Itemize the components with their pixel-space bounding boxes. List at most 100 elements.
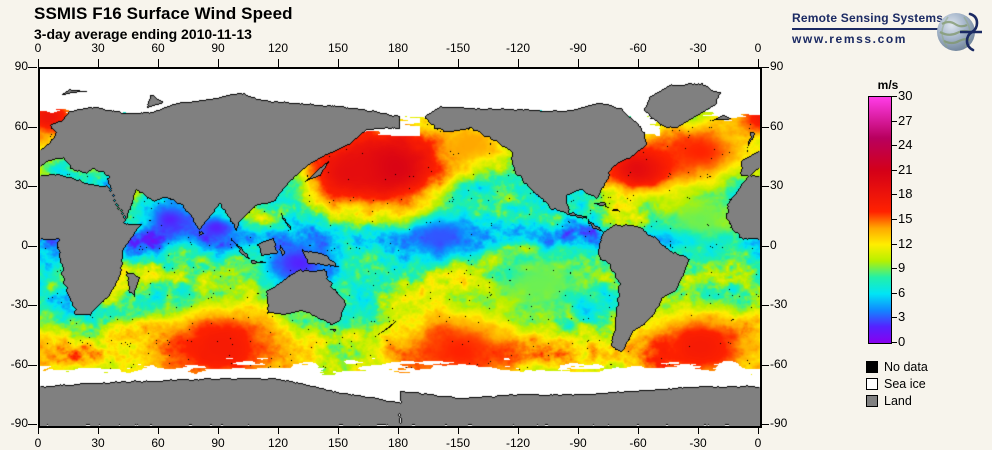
colorbar-tick bbox=[891, 219, 897, 220]
y-axis-tick bbox=[28, 364, 37, 366]
y-axis-label-left: 90 bbox=[14, 59, 28, 73]
colorbar-tick bbox=[891, 243, 897, 245]
colorbar-tick-label: 21 bbox=[898, 161, 913, 177]
x-axis-tick bbox=[338, 59, 339, 67]
x-axis-tick bbox=[398, 426, 399, 434]
x-axis-tick bbox=[38, 59, 39, 67]
x-axis-tick bbox=[398, 59, 399, 67]
colorbar-tick bbox=[891, 145, 897, 147]
legend-swatch bbox=[866, 360, 878, 373]
legend-swatch bbox=[866, 377, 878, 390]
colorbar bbox=[868, 96, 892, 344]
y-axis-tick bbox=[760, 186, 769, 187]
y-axis-tick bbox=[28, 245, 37, 247]
x-axis-tick bbox=[218, 426, 219, 434]
y-axis-tick bbox=[760, 67, 769, 68]
colorbar-unit-label: m/s bbox=[877, 78, 899, 92]
x-axis-label-bottom: -90 bbox=[569, 436, 587, 450]
y-axis-tick bbox=[760, 305, 769, 306]
colorbar-tick bbox=[891, 317, 897, 319]
x-axis-label-bottom: 150 bbox=[327, 436, 349, 450]
y-axis-tick bbox=[28, 126, 37, 128]
colorbar-tick bbox=[891, 292, 897, 294]
y-axis-label-left: -30 bbox=[10, 297, 28, 311]
x-axis-tick bbox=[578, 426, 579, 434]
x-axis-label-top: -120 bbox=[505, 41, 531, 55]
x-axis-tick bbox=[578, 59, 579, 67]
logo-divider bbox=[792, 28, 940, 30]
y-axis-label-right: -60 bbox=[770, 356, 788, 371]
x-axis-label-top: 120 bbox=[267, 41, 289, 55]
legend-item: Sea ice bbox=[866, 375, 986, 392]
y-axis-tick bbox=[28, 67, 37, 68]
colorbar-tick-label: 27 bbox=[898, 112, 913, 128]
mask-legend: No data Sea ice Land bbox=[866, 358, 986, 409]
x-axis-tick bbox=[518, 59, 519, 67]
x-axis-tick bbox=[458, 426, 459, 434]
colorbar-tick bbox=[891, 120, 897, 122]
x-axis-label-top: -90 bbox=[569, 41, 587, 55]
x-axis-label-top: 180 bbox=[387, 41, 409, 55]
y-axis-label-left: 30 bbox=[14, 178, 28, 192]
x-axis-label-top: -60 bbox=[629, 41, 647, 55]
x-axis-label-bottom: 120 bbox=[267, 436, 289, 450]
y-axis-label-right: 0 bbox=[770, 237, 777, 252]
y-axis-tick bbox=[28, 186, 37, 187]
y-axis-label-left: -60 bbox=[10, 356, 28, 371]
x-axis-label-top: 60 bbox=[151, 41, 165, 55]
y-axis-tick bbox=[28, 424, 37, 425]
x-axis-tick bbox=[458, 59, 459, 67]
x-axis-tick bbox=[338, 426, 339, 434]
x-axis-label-top: 0 bbox=[34, 41, 42, 55]
legend-swatch bbox=[866, 394, 878, 407]
page-title: SSMIS F16 Surface Wind Speed bbox=[34, 4, 293, 23]
x-axis-tick bbox=[38, 426, 39, 434]
legend-label: Sea ice bbox=[884, 376, 926, 391]
y-axis-label-right: 90 bbox=[770, 59, 784, 73]
map-plot-area bbox=[38, 67, 762, 428]
y-axis-label-right: 60 bbox=[770, 118, 784, 133]
y-axis-label-right: -90 bbox=[770, 416, 788, 430]
colorbar-tick bbox=[891, 268, 897, 270]
x-axis-label-top: 30 bbox=[91, 41, 105, 55]
colorbar-tick-label: 9 bbox=[898, 260, 906, 276]
colorbar-tick-label: 18 bbox=[898, 186, 913, 202]
x-axis-tick bbox=[638, 426, 639, 434]
x-axis-tick bbox=[98, 59, 99, 67]
x-axis-tick bbox=[278, 426, 279, 434]
y-axis-label-right: 30 bbox=[770, 178, 784, 192]
legend-label: No data bbox=[884, 359, 928, 374]
x-axis-tick bbox=[638, 59, 639, 67]
x-axis-tick bbox=[698, 426, 699, 434]
colorbar-tick bbox=[891, 342, 897, 343]
colorbar-tick bbox=[891, 194, 897, 196]
logo-organization: Remote Sensing Systems bbox=[792, 11, 944, 25]
x-axis-tick bbox=[758, 426, 759, 434]
x-axis-label-bottom: 30 bbox=[91, 436, 105, 450]
colorbar-tick-label: 0 bbox=[898, 334, 906, 349]
colorbar-tick-label: 6 bbox=[898, 284, 906, 300]
x-axis-label-bottom: 0 bbox=[754, 436, 762, 450]
x-axis-label-bottom: 0 bbox=[34, 436, 42, 450]
y-axis-tick bbox=[760, 126, 769, 128]
colorbar-tick bbox=[891, 96, 897, 97]
y-axis-tick bbox=[760, 424, 769, 425]
y-axis-tick bbox=[760, 245, 769, 247]
legend-item: No data bbox=[866, 358, 986, 375]
y-axis-tick bbox=[28, 305, 37, 306]
x-axis-tick bbox=[518, 426, 519, 434]
x-axis-label-top: 150 bbox=[327, 41, 349, 55]
page-subtitle: 3-day average ending 2010-11-13 bbox=[34, 26, 252, 42]
x-axis-tick bbox=[158, 59, 159, 67]
legend-item: Land bbox=[866, 392, 986, 409]
colorbar-gradient bbox=[869, 97, 891, 343]
y-axis-label-left: 0 bbox=[21, 237, 28, 252]
y-axis-label-right: -30 bbox=[770, 297, 788, 311]
logo-url: www.remss.com bbox=[792, 32, 908, 46]
globe-icon bbox=[937, 12, 982, 52]
wind-speed-heatmap bbox=[40, 69, 760, 426]
x-axis-tick bbox=[158, 426, 159, 434]
legend-label: Land bbox=[884, 393, 912, 408]
x-axis-tick bbox=[98, 426, 99, 434]
y-axis-label-left: -90 bbox=[10, 416, 28, 430]
